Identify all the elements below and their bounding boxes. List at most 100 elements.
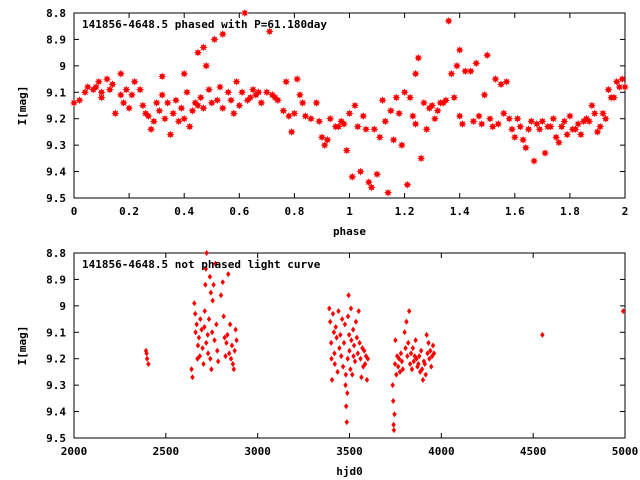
data-point xyxy=(315,117,324,126)
data-point xyxy=(391,421,396,428)
unphased-plot-frame xyxy=(73,252,626,439)
data-point xyxy=(231,366,236,373)
data-point xyxy=(391,427,397,434)
data-point xyxy=(364,178,373,187)
data-point xyxy=(350,326,356,333)
data-point xyxy=(426,339,431,346)
data-point xyxy=(108,80,117,89)
unphased-x-axis-label: hjd0 xyxy=(336,465,363,478)
data-point xyxy=(621,83,629,91)
data-point xyxy=(455,112,464,121)
data-point xyxy=(596,122,605,131)
data-point xyxy=(287,127,296,136)
data-point xyxy=(423,371,428,378)
data-point xyxy=(590,109,599,118)
x-tick-label: 1.8 xyxy=(560,205,580,218)
data-point xyxy=(166,130,175,139)
data-point xyxy=(327,305,332,312)
data-point xyxy=(521,143,530,152)
data-point xyxy=(198,316,203,323)
data-point xyxy=(222,334,227,341)
data-point xyxy=(209,366,214,373)
data-point xyxy=(183,88,191,97)
data-point xyxy=(199,43,208,52)
data-point xyxy=(333,324,338,330)
data-point xyxy=(486,114,494,123)
data-point xyxy=(174,117,183,126)
data-point xyxy=(508,125,516,134)
data-point xyxy=(215,358,221,365)
data-point xyxy=(497,80,505,89)
data-point xyxy=(483,51,492,60)
data-point xyxy=(331,329,337,336)
data-point xyxy=(530,157,539,165)
y-tick-label: 8.8 xyxy=(46,247,66,260)
y-tick-label: 9.5 xyxy=(46,192,66,205)
data-point xyxy=(216,83,224,91)
data-point xyxy=(384,188,393,197)
y-tick-label: 9.3 xyxy=(46,139,66,152)
y-tick-label: 8.9 xyxy=(46,273,66,286)
data-point xyxy=(205,331,210,338)
x-tick-label: 1 xyxy=(346,205,353,218)
data-point xyxy=(406,339,411,346)
data-point xyxy=(408,112,417,121)
data-point xyxy=(353,318,359,325)
data-point xyxy=(240,9,249,17)
data-point xyxy=(282,77,291,86)
data-point xyxy=(362,361,368,367)
data-point xyxy=(389,135,398,144)
data-point xyxy=(343,382,348,389)
data-point xyxy=(386,106,395,115)
data-point xyxy=(306,114,315,123)
data-point xyxy=(396,355,402,362)
data-point xyxy=(199,104,208,113)
x-tick-label: 0.4 xyxy=(174,205,194,218)
data-point xyxy=(532,120,541,128)
data-point xyxy=(344,419,349,426)
data-point xyxy=(320,141,329,150)
y-tick-label: 9.5 xyxy=(46,432,66,445)
data-point xyxy=(144,355,150,362)
data-point xyxy=(336,308,341,315)
data-point xyxy=(381,117,390,126)
y-tick-label: 9 xyxy=(59,300,66,313)
data-point xyxy=(422,125,431,134)
data-point xyxy=(328,339,334,346)
data-point xyxy=(229,109,238,118)
data-point xyxy=(411,120,420,128)
data-point xyxy=(193,329,198,336)
data-point xyxy=(355,350,360,357)
x-tick-label: 0 xyxy=(71,205,78,218)
data-point xyxy=(587,101,596,110)
data-point xyxy=(350,371,355,378)
data-point xyxy=(144,350,149,357)
data-point xyxy=(420,376,426,383)
data-point xyxy=(404,318,409,325)
data-point xyxy=(339,316,345,323)
data-point xyxy=(229,342,235,349)
phased-x-axis-label: phase xyxy=(333,225,366,238)
data-point xyxy=(413,337,418,344)
unphased-y-axis-label: I[mag] xyxy=(16,326,29,366)
data-point xyxy=(574,120,583,128)
data-point xyxy=(200,345,205,352)
data-point xyxy=(352,358,358,365)
data-point xyxy=(328,318,333,325)
data-point xyxy=(116,90,125,99)
data-point xyxy=(499,109,508,118)
data-point xyxy=(343,403,349,410)
data-point xyxy=(330,310,336,317)
data-point xyxy=(192,300,197,307)
data-point xyxy=(347,347,352,354)
phased-plot-points xyxy=(70,9,629,197)
data-point xyxy=(392,411,397,418)
x-tick-label: 3500 xyxy=(336,445,363,458)
data-point xyxy=(208,355,213,362)
data-point xyxy=(149,117,158,126)
data-point xyxy=(346,331,352,338)
data-point xyxy=(202,308,207,315)
data-point xyxy=(220,279,225,286)
data-point xyxy=(406,93,415,102)
data-point xyxy=(565,112,574,121)
